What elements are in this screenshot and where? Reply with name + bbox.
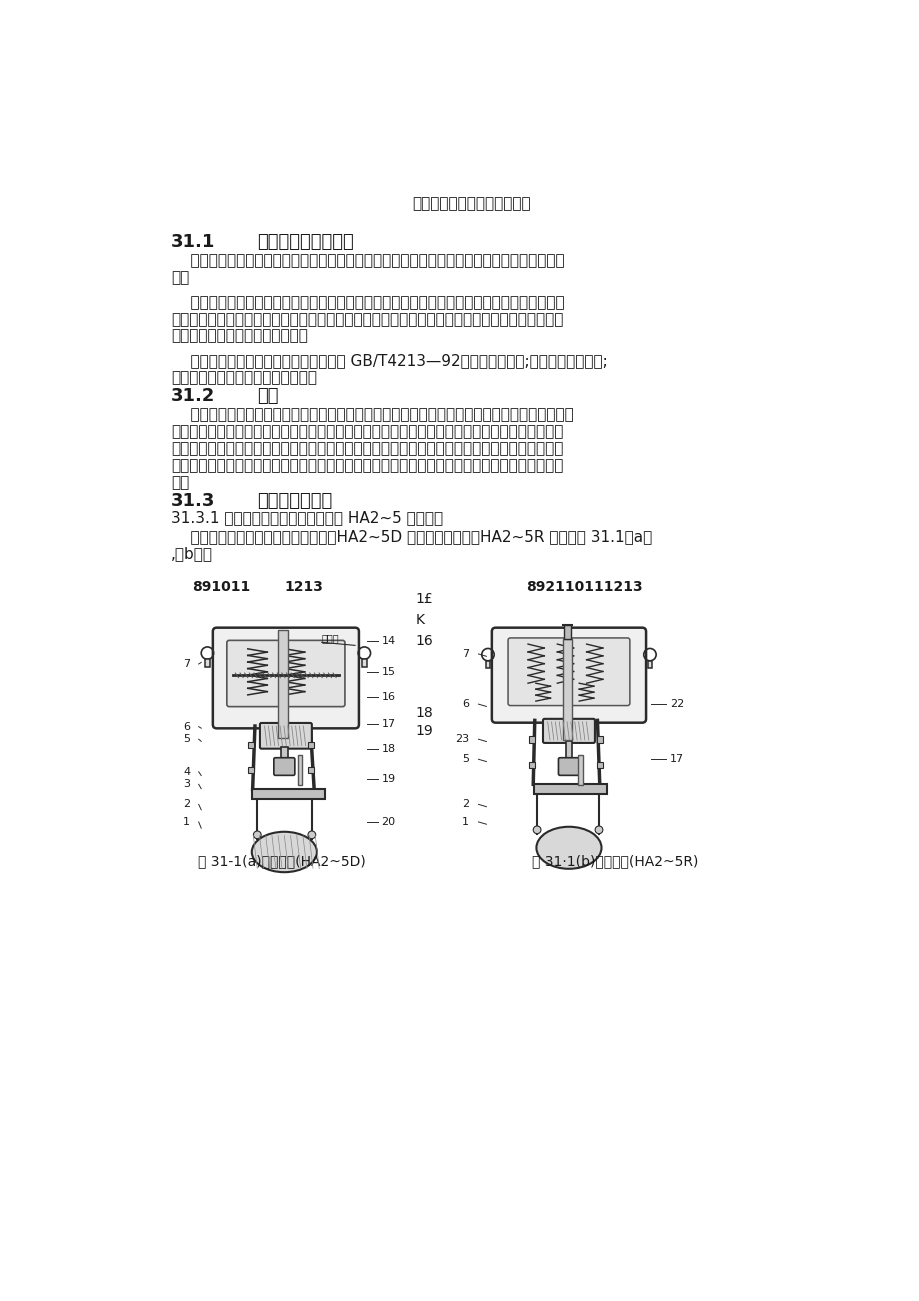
Bar (281, 747, 288, 760)
FancyBboxPatch shape (260, 723, 312, 748)
Circle shape (595, 826, 602, 834)
Text: K: K (415, 614, 425, 627)
Bar (563, 626, 571, 639)
Text: 结构及作用原理: 结构及作用原理 (257, 492, 333, 510)
Bar (362, 660, 367, 667)
Text: 气动薄膜调节阀维护检修规程: 气动薄膜调节阀维护检修规程 (412, 196, 530, 211)
Bar (308, 768, 313, 773)
Text: 现场运行技术资料；阀门选型样本。: 现场运行技术资料；阀门选型样本。 (171, 371, 316, 385)
Text: 5: 5 (461, 755, 469, 764)
FancyBboxPatch shape (558, 757, 579, 775)
Text: 气源口: 气源口 (322, 632, 339, 643)
FancyBboxPatch shape (542, 719, 595, 743)
Ellipse shape (536, 826, 601, 869)
Text: 19: 19 (381, 774, 395, 785)
FancyBboxPatch shape (492, 627, 645, 722)
Text: 1£: 1£ (415, 592, 433, 606)
FancyBboxPatch shape (274, 757, 294, 775)
Bar (251, 790, 324, 799)
Text: 3: 3 (183, 779, 190, 790)
Bar (647, 661, 652, 669)
Bar (596, 736, 602, 743)
Text: 求控制工艺参数。调节阀直接接触高温、高压、深冷、强腐蚀、高粘度、易结焦结晶、有毒等工艺: 求控制工艺参数。调节阀直接接触高温、高压、深冷、强腐蚀、高粘度、易结焦结晶、有毒… (171, 424, 562, 438)
Text: 15: 15 (381, 666, 395, 677)
Text: 14: 14 (381, 636, 395, 647)
Text: 序。: 序。 (171, 271, 188, 285)
Text: 调节阀是自控系统中的终端现场调节仪表。它安装在工艺管道上，调节被调参数流量，按设定要: 调节阀是自控系统中的终端现场调节仪表。它安装在工艺管道上，调节被调参数流量，按设… (171, 407, 573, 422)
Bar (248, 768, 254, 773)
Circle shape (308, 831, 315, 839)
Bar (528, 762, 534, 768)
Text: 1: 1 (183, 817, 190, 827)
Text: 31.1: 31.1 (171, 233, 215, 251)
Bar (297, 756, 301, 786)
Text: 流体介质，因而是最容易被腐蚀、冲蚀、气蚀、老化、损坏的仪表，往往给生产过程的控制造成困: 流体介质，因而是最容易被腐蚀、冲蚀、气蚀、老化、损坏的仪表，往往给生产过程的控制… (171, 441, 562, 457)
Text: 6: 6 (183, 722, 190, 731)
Text: 17: 17 (381, 719, 395, 729)
Bar (565, 742, 572, 760)
Text: 的气动薄膜调节阀亦应参照使用。: 的气动薄膜调节阀亦应参照使用。 (171, 329, 307, 343)
Text: 31.3: 31.3 (171, 492, 215, 510)
Text: 7: 7 (183, 660, 190, 669)
Ellipse shape (252, 831, 316, 872)
FancyBboxPatch shape (227, 640, 345, 706)
Text: 4: 4 (183, 766, 190, 777)
Bar (278, 630, 288, 739)
Bar (248, 742, 254, 748)
Text: 18: 18 (415, 706, 433, 719)
Bar (578, 756, 583, 786)
Text: 5: 5 (183, 734, 190, 744)
Text: 主题内容与适用范围: 主题内容与适用范围 (257, 233, 354, 251)
Bar (596, 762, 602, 768)
Circle shape (533, 826, 540, 834)
Bar (485, 661, 490, 669)
Bar (308, 742, 313, 748)
Text: 执行机构按作用方式分为正作用式（HA2~5D 型）和反作用式（HA2~5R 型）见图 31.1（a）: 执行机构按作用方式分为正作用式（HA2~5D 型）和反作用式（HA2~5R 型）… (171, 528, 652, 544)
Text: 编写修订依据中华人民共和国国家标准 GB/T4213—92《气动调节阀》;调节阀使用说明书;: 编写修订依据中华人民共和国国家标准 GB/T4213—92《气动调节阀》;调节阀… (171, 354, 607, 368)
Text: 31.3.1 多弹簧气动薄膜执行机构（以 HA2~5 型为例）: 31.3.1 多弹簧气动薄膜执行机构（以 HA2~5 型为例） (171, 510, 442, 526)
Text: 892110111213: 892110111213 (525, 580, 641, 593)
Text: 作。: 作。 (171, 475, 188, 490)
Text: 难。因此，在自控系统设计时正确选用之后，必须充分重视调节阀的现场安装、运行维护和检修工: 难。因此，在自控系统设计时正确选用之后，必须充分重视调节阀的现场安装、运行维护和… (171, 458, 562, 474)
Text: 19: 19 (415, 725, 433, 739)
Text: 20: 20 (381, 817, 395, 827)
FancyBboxPatch shape (212, 627, 358, 729)
Text: 概述: 概述 (257, 388, 278, 405)
Text: 16: 16 (415, 635, 433, 648)
Text: 22: 22 (670, 699, 684, 709)
Bar (205, 660, 210, 667)
Text: 1: 1 (461, 817, 469, 827)
Bar (562, 639, 572, 740)
Text: 1213: 1213 (284, 580, 323, 593)
Text: 2: 2 (183, 799, 190, 809)
Bar (528, 736, 534, 743)
Text: 16: 16 (381, 692, 395, 701)
Text: 7: 7 (461, 649, 469, 660)
Text: 2: 2 (461, 799, 469, 809)
FancyBboxPatch shape (507, 637, 630, 705)
Text: 18: 18 (381, 744, 395, 755)
Text: 17: 17 (670, 755, 684, 764)
Text: 23: 23 (455, 734, 469, 744)
Text: 891011: 891011 (192, 580, 251, 593)
Text: 本规程规定了气动薄膜调节阀的维护、检修、投运及其安全注意事项的具体技术要求和实施程: 本规程规定了气动薄膜调节阀的维护、检修、投运及其安全注意事项的具体技术要求和实施… (171, 254, 564, 268)
Text: 图 31-1(a)正作用式(HA2~5D): 图 31-1(a)正作用式(HA2~5D) (198, 853, 365, 868)
Text: 双座阀、角型阀、套筒阀等。本规程参照四川锦宇化机阀门配置的执行机构进行编写的，其他型号: 双座阀、角型阀、套筒阀等。本规程参照四川锦宇化机阀门配置的执行机构进行编写的，其… (171, 312, 562, 327)
Text: 图 31·1(b)反作用式(HA2~5R): 图 31·1(b)反作用式(HA2~5R) (531, 853, 698, 868)
Text: 本规程适用于化工装置中在线使用气动薄膜调节阀（以下简称调节阀），包括一般的单座阀、: 本规程适用于化工装置中在线使用气动薄膜调节阀（以下简称调节阀），包括一般的单座阀… (171, 295, 564, 310)
Text: ,（b）。: ,（b）。 (171, 545, 212, 561)
Circle shape (253, 831, 261, 839)
Bar (533, 785, 607, 794)
Text: 6: 6 (461, 699, 469, 709)
Text: 31.2: 31.2 (171, 388, 215, 405)
